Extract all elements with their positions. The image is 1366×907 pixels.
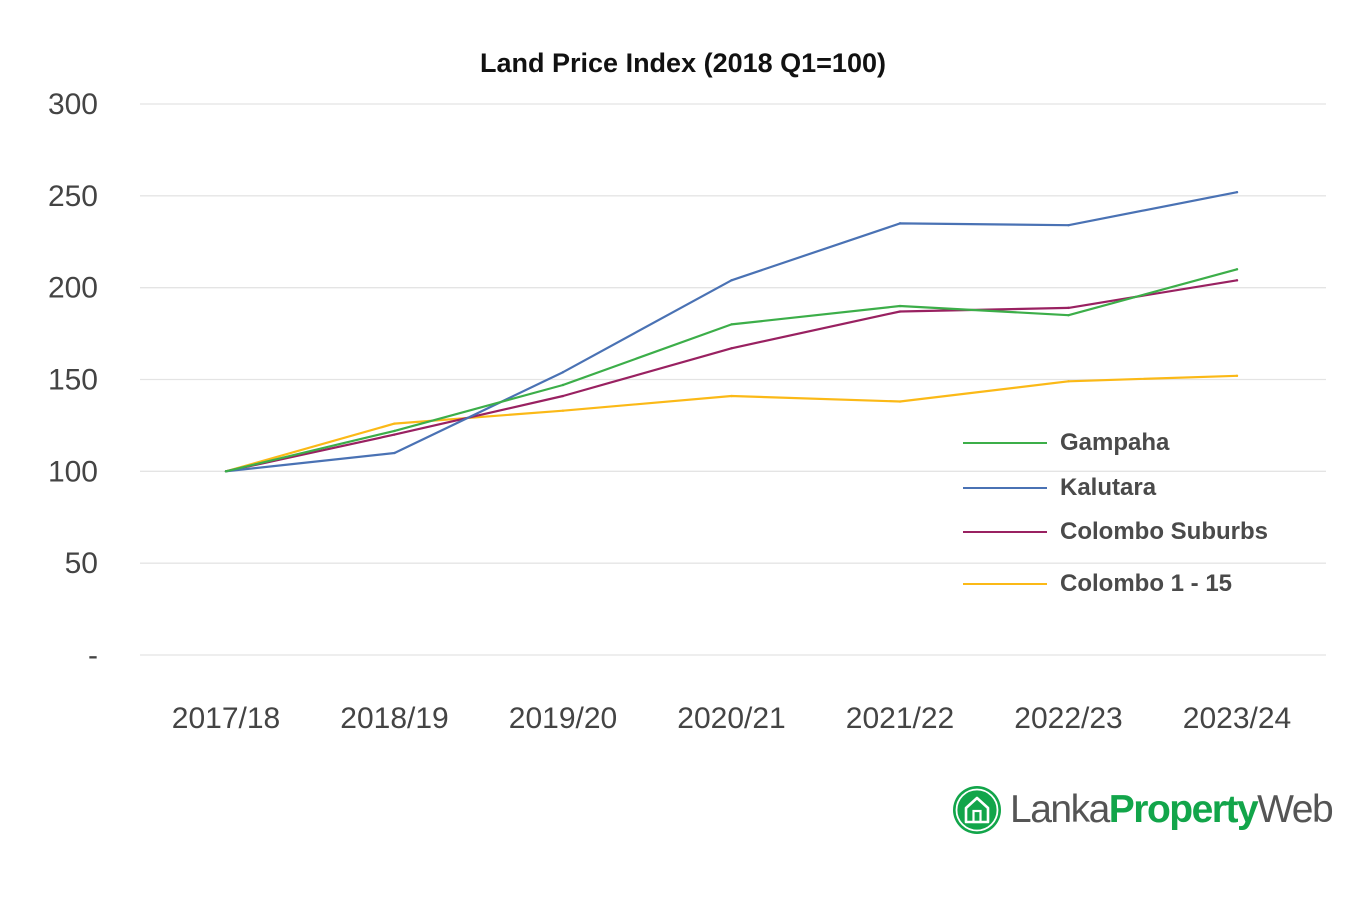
- legend-item-colombo-suburbs: Colombo Suburbs: [963, 517, 1323, 547]
- data-point-colombo-suburbs: [561, 394, 565, 398]
- data-point-colombo-1-15: [1235, 374, 1239, 378]
- data-point-colombo-1-15: [393, 422, 396, 425]
- data-point-kalutara: [730, 279, 733, 282]
- data-point-gampaha: [224, 470, 228, 473]
- logo-wordmark: LankaPropertyWeb: [1010, 787, 1334, 833]
- logo-text-property: Property: [1108, 788, 1259, 831]
- y-tick-label: 150: [48, 364, 98, 397]
- y-tick-label: 50: [65, 547, 98, 580]
- data-point-colombo-1-15: [898, 400, 902, 403]
- legend-label-colombo-1-15: Colombo 1 - 15: [1060, 570, 1233, 597]
- data-point-colombo-1-15: [1067, 380, 1070, 383]
- logo-text-lanka: Lanka: [1010, 788, 1110, 831]
- x-tick-label: 2018/19: [340, 702, 448, 735]
- data-point-gampaha: [393, 429, 396, 433]
- data-point-gampaha: [1067, 314, 1070, 317]
- data-point-kalutara: [898, 222, 902, 225]
- x-tick-label: 2017/18: [172, 702, 280, 735]
- legend-item-gampaha: Gampaha: [963, 428, 1323, 458]
- legend-item-kalutara: Kalutara: [963, 473, 1323, 503]
- data-point-colombo-suburbs: [1067, 306, 1070, 310]
- data-point-colombo-1-15: [561, 409, 565, 412]
- y-tick-label: -: [88, 639, 98, 672]
- legend-swatch-kalutara: [963, 487, 1047, 489]
- legend-label-gampaha: Gampaha: [1060, 429, 1170, 456]
- legend-label-kalutara: Kalutara: [1060, 474, 1157, 501]
- legend-swatch-colombo-suburbs: [963, 531, 1047, 533]
- data-point-kalutara: [393, 451, 396, 455]
- data-point-colombo-suburbs: [898, 310, 902, 313]
- legend-swatch-colombo-1-15: [963, 583, 1047, 585]
- data-point-colombo-1-15: [730, 394, 733, 398]
- x-tick-label: 2021/22: [846, 702, 954, 735]
- data-point-colombo-suburbs: [393, 433, 396, 436]
- data-point-kalutara: [1235, 190, 1239, 194]
- x-tick-label: 2023/24: [1183, 702, 1291, 735]
- legend-item-colombo-1-15: Colombo 1 - 15: [963, 569, 1323, 599]
- house-icon: [953, 786, 1001, 834]
- lankapropertyweb-logo: LankaPropertyWeb: [952, 783, 1342, 839]
- x-tick-label: 2022/23: [1014, 702, 1122, 735]
- y-tick-label: 250: [48, 180, 98, 213]
- data-point-colombo-suburbs: [730, 347, 733, 350]
- x-tick-label: 2020/21: [677, 702, 785, 735]
- y-tick-label: 100: [48, 455, 98, 488]
- data-point-gampaha: [1235, 268, 1239, 271]
- legend-label-colombo-suburbs: Colombo Suburbs: [1060, 518, 1268, 545]
- y-tick-label: 200: [48, 272, 98, 305]
- legend-swatch-gampaha: [963, 442, 1047, 444]
- y-tick-label: 300: [48, 88, 98, 121]
- data-point-kalutara: [1067, 224, 1070, 227]
- data-point-gampaha: [898, 304, 902, 308]
- x-tick-label: 2019/20: [509, 702, 617, 735]
- logo-text-web: Web: [1257, 788, 1334, 831]
- data-point-colombo-suburbs: [1235, 279, 1239, 282]
- data-point-kalutara: [561, 370, 565, 374]
- data-point-gampaha: [561, 383, 565, 387]
- chart-title: Land Price Index (2018 Q1=100): [480, 48, 886, 78]
- data-point-gampaha: [730, 323, 733, 326]
